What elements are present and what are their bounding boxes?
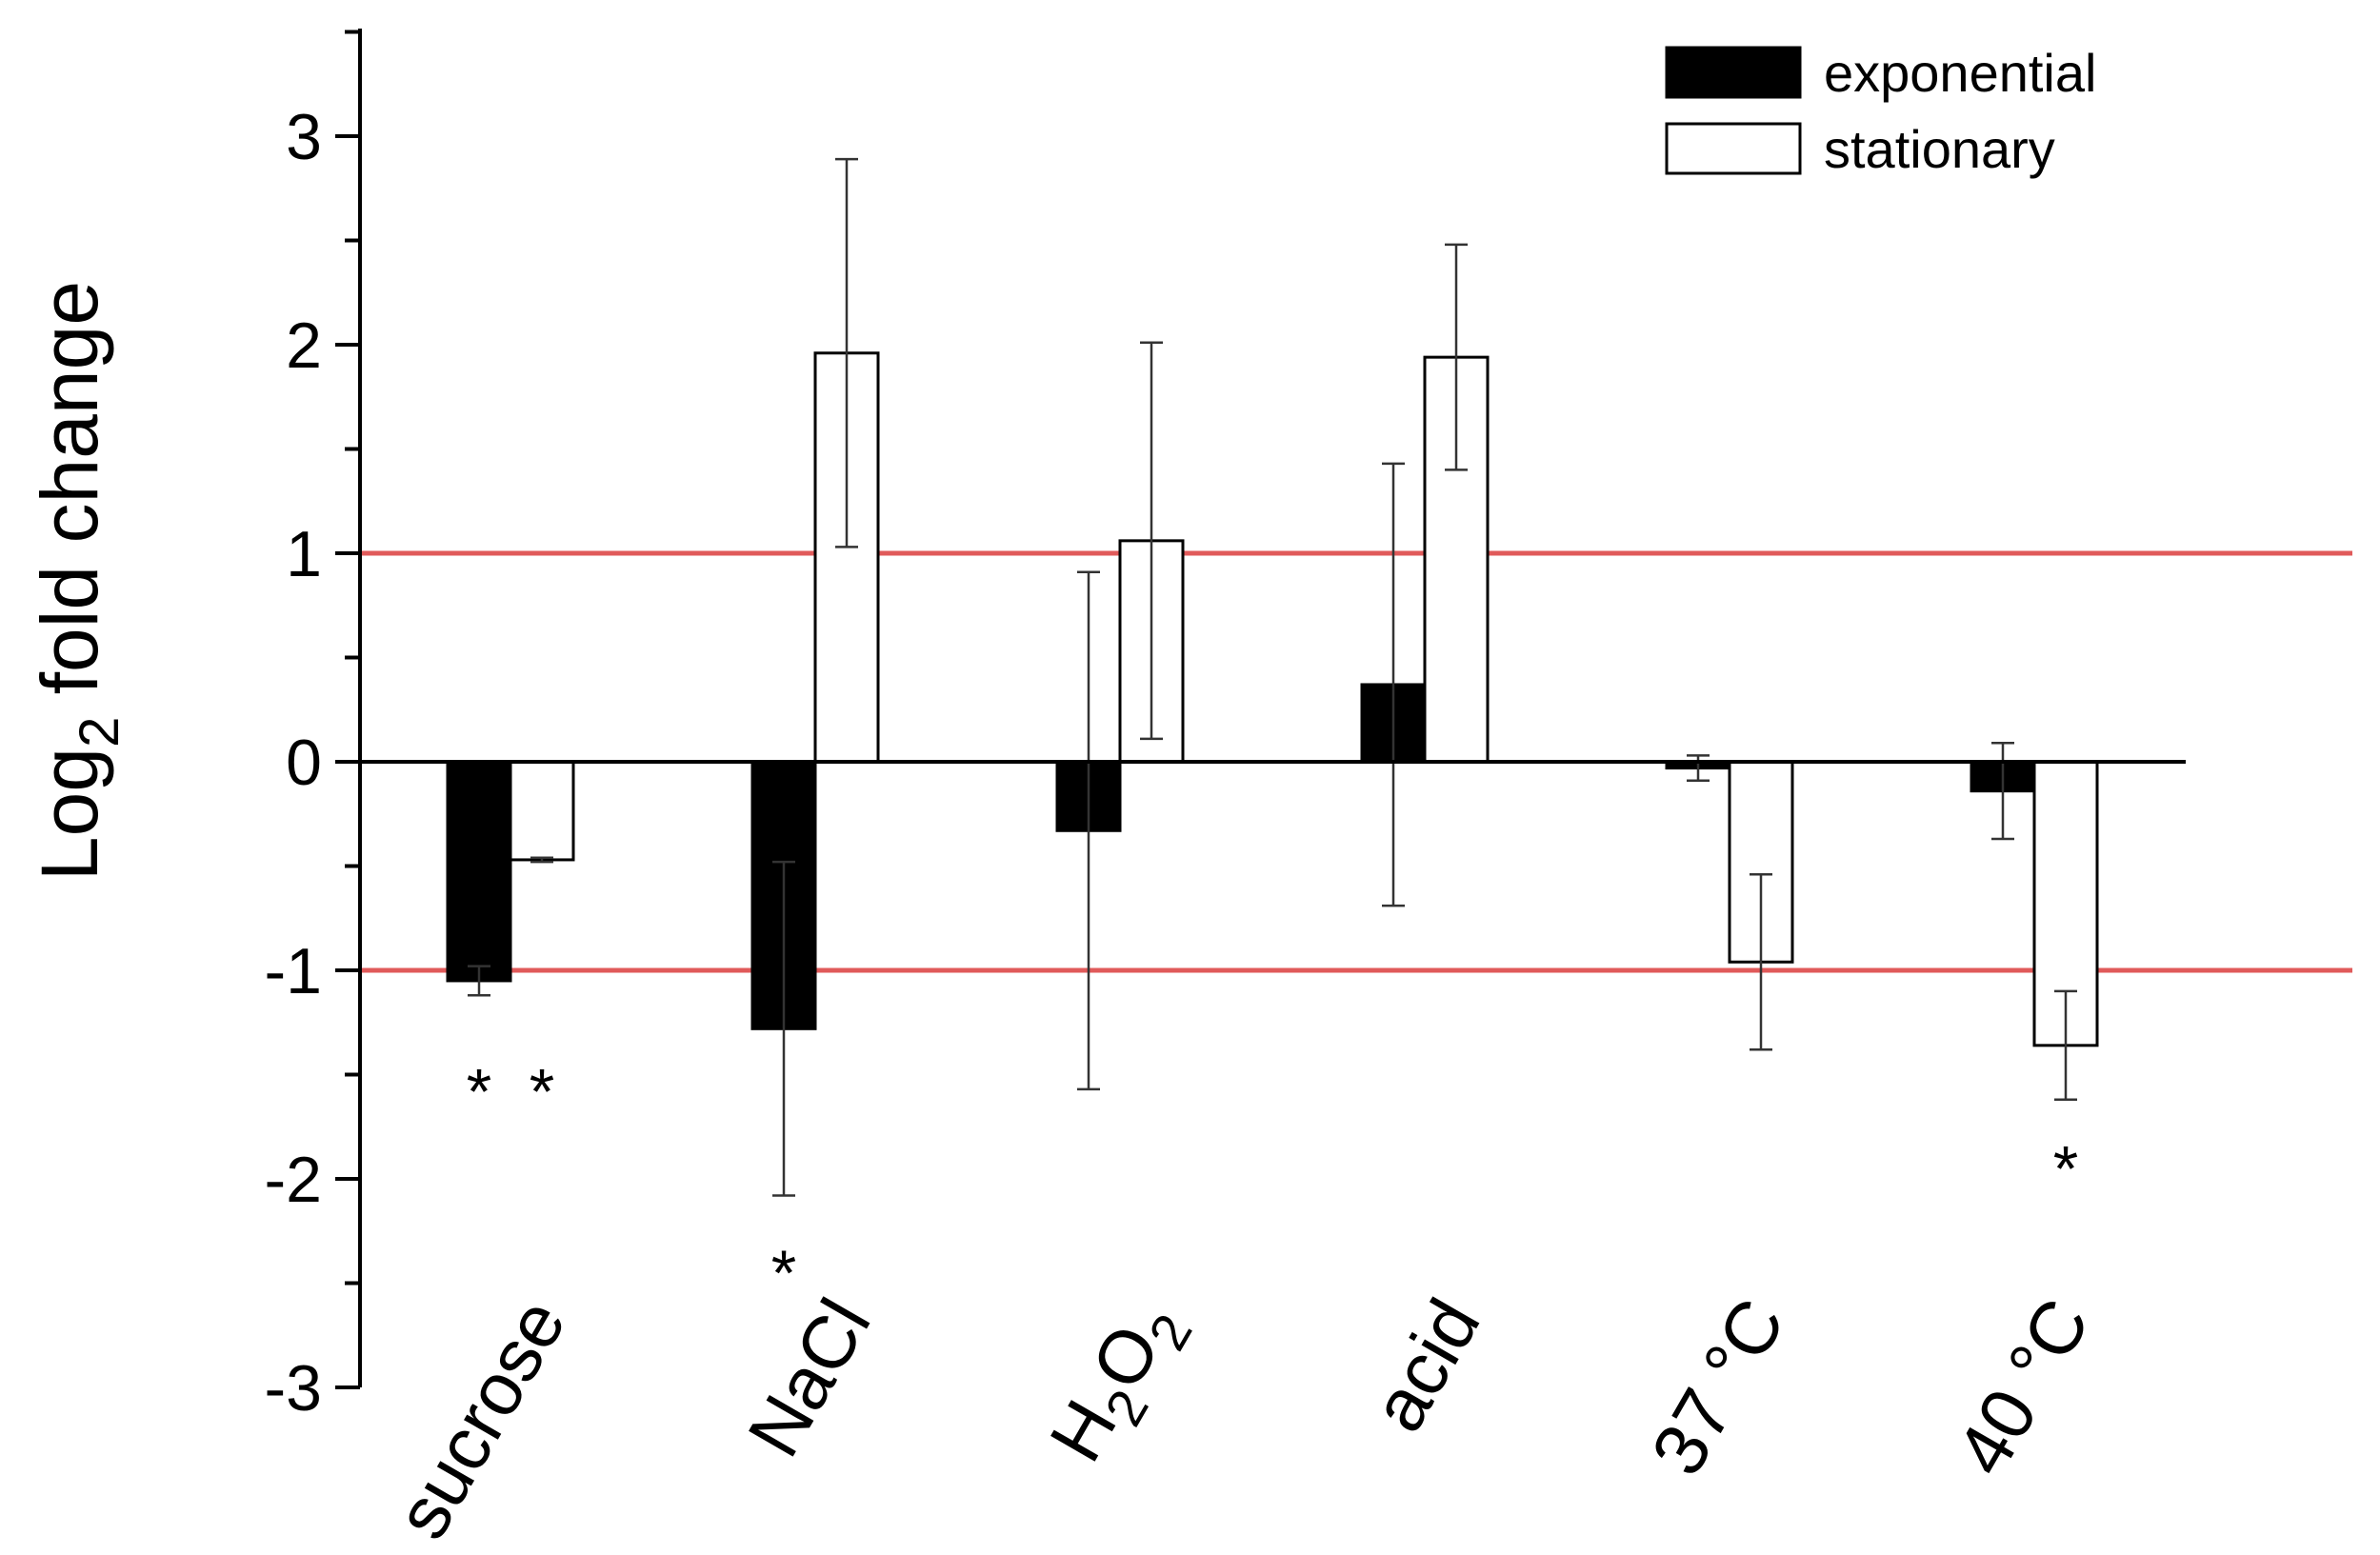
- bar-stationary-0: [509, 760, 575, 862]
- significance-star-1: *: [530, 1055, 554, 1127]
- legend-swatch-exponential: [1665, 46, 1802, 99]
- category-labels: sucrose NaCl H2O2 acid 37 °C 40 °C: [379, 1286, 2106, 1553]
- legend: exponential stationary: [1665, 43, 2096, 179]
- category-label-1: NaCl: [731, 1286, 887, 1470]
- error-bars: [468, 157, 2077, 1197]
- category-label-3: acid: [1355, 1286, 1496, 1445]
- legend-swatch-stationary: [1665, 122, 1802, 175]
- y-axis: -3 -2 -1 0 1 2 3: [265, 29, 362, 1425]
- y-axis-label-subscript: 2: [69, 717, 130, 748]
- y-axis-label-main: Log: [25, 748, 114, 881]
- reference-lines: [360, 550, 2352, 973]
- y-tick-label: -1: [265, 935, 322, 1007]
- y-tick-label: -3: [265, 1352, 322, 1425]
- y-axis-label: Log2 fold change: [25, 281, 130, 881]
- legend-label-stationary: stationary: [1824, 119, 2055, 179]
- legend-label-exponential: exponential: [1824, 43, 2096, 103]
- y-tick-label: 1: [286, 518, 322, 590]
- significance-star-3: *: [2053, 1132, 2078, 1205]
- category-label-0: sucrose: [379, 1286, 582, 1553]
- y-tick-label: -2: [265, 1144, 322, 1216]
- category-label-4: 37 °C: [1635, 1286, 1801, 1489]
- bars: [446, 351, 2099, 1047]
- category-label-2: H2O2: [1033, 1286, 1204, 1483]
- category-label-5: 40 °C: [1940, 1286, 2106, 1489]
- significance-star-2: *: [771, 1237, 796, 1309]
- y-axis-label-suffix: fold change: [25, 281, 114, 717]
- y-tick-label: 0: [286, 727, 322, 799]
- significance-star-0: *: [467, 1055, 491, 1127]
- significance-stars: * * * *: [467, 1055, 2078, 1309]
- bar-stationary-1: [813, 351, 880, 764]
- y-tick-label: 2: [286, 309, 322, 382]
- bar-exponential-0: [446, 760, 512, 983]
- y-tick-label: 3: [286, 101, 322, 173]
